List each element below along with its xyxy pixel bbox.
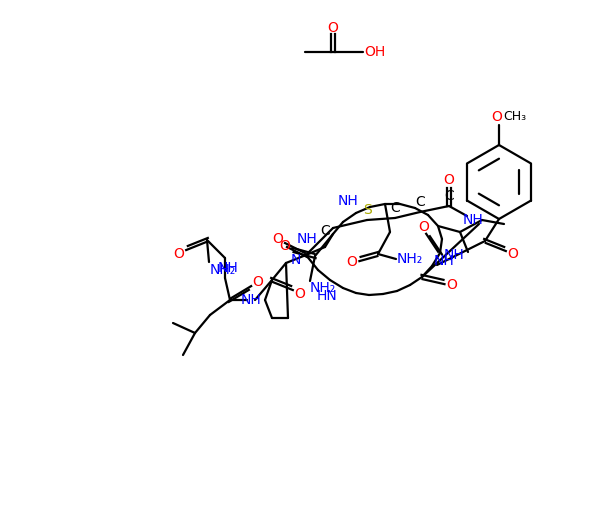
Text: O: O: [347, 255, 358, 269]
Text: C: C: [390, 201, 400, 215]
Text: NH₂: NH₂: [310, 281, 336, 295]
Text: O: O: [279, 239, 290, 253]
Text: NH: NH: [444, 248, 464, 262]
Text: C: C: [444, 189, 454, 203]
Text: NH: NH: [218, 261, 238, 275]
Text: O: O: [418, 220, 429, 234]
Text: S: S: [362, 203, 371, 217]
Text: NH: NH: [241, 293, 261, 307]
Text: O: O: [327, 21, 338, 35]
Text: O: O: [492, 110, 503, 124]
Text: N: N: [291, 253, 301, 267]
Text: O: O: [253, 275, 264, 289]
Text: NH: NH: [433, 254, 455, 268]
Text: O: O: [447, 278, 458, 292]
Text: NH: NH: [297, 232, 317, 246]
Text: O: O: [444, 173, 455, 187]
Text: NH₂: NH₂: [210, 263, 236, 277]
Text: C: C: [415, 195, 425, 209]
Text: O: O: [173, 247, 184, 261]
Text: CH₃: CH₃: [503, 111, 527, 124]
Text: O: O: [294, 287, 305, 301]
Text: OH: OH: [364, 45, 386, 59]
Text: NH: NH: [338, 194, 358, 208]
Text: HN: HN: [317, 289, 337, 303]
Text: NH₂: NH₂: [397, 252, 423, 266]
Text: C: C: [320, 224, 330, 238]
Text: O: O: [273, 232, 284, 246]
Text: NH: NH: [462, 213, 483, 227]
Text: O: O: [507, 247, 518, 261]
